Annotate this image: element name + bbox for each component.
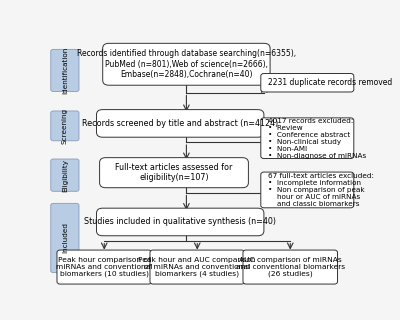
Text: Screening: Screening — [62, 108, 68, 144]
FancyBboxPatch shape — [261, 118, 354, 158]
Text: AUC comparison of miRNAs
and conventional biomarkers
(26 studies): AUC comparison of miRNAs and conventiona… — [236, 257, 345, 277]
FancyBboxPatch shape — [51, 204, 79, 273]
Text: 67 full-text articles excluded:
•  Incomplete information
•  Non comparison of p: 67 full-text articles excluded: • Incomp… — [268, 173, 374, 207]
FancyBboxPatch shape — [100, 158, 248, 188]
FancyBboxPatch shape — [96, 110, 264, 137]
Text: 4017 records excluded:
•  Review
•  Conference abstract
•  Non-clinical study
• : 4017 records excluded: • Review • Confer… — [268, 118, 366, 159]
Text: Eligibility: Eligibility — [62, 159, 68, 192]
Text: Records screened by title and abstract (n=4124): Records screened by title and abstract (… — [82, 119, 278, 128]
FancyBboxPatch shape — [51, 111, 79, 141]
FancyBboxPatch shape — [103, 43, 270, 85]
Text: Full-text articles assessed for
eligibility(n=107): Full-text articles assessed for eligibil… — [115, 163, 233, 182]
Text: 2231 duplicate records removed: 2231 duplicate records removed — [268, 78, 392, 87]
FancyBboxPatch shape — [51, 49, 79, 92]
FancyBboxPatch shape — [96, 208, 264, 236]
Text: Included: Included — [62, 222, 68, 253]
Text: Studies included in qualitative synthesis (n=40): Studies included in qualitative synthesi… — [84, 218, 276, 227]
FancyBboxPatch shape — [261, 74, 354, 92]
FancyBboxPatch shape — [150, 250, 244, 284]
FancyBboxPatch shape — [243, 250, 338, 284]
FancyBboxPatch shape — [261, 172, 354, 208]
Text: Peak hour comparison of
miRNAs and conventional
biomarkers (10 studies): Peak hour comparison of miRNAs and conve… — [56, 257, 152, 277]
Text: Records identified through database searching(n=6355),
PubMed (n=801),Web of sci: Records identified through database sear… — [77, 49, 296, 79]
Text: Identification: Identification — [62, 47, 68, 94]
Text: Peak hour and AUC comparison
of miRNAs and conventional
biomarkers (4 studies): Peak hour and AUC comparison of miRNAs a… — [138, 257, 256, 277]
FancyBboxPatch shape — [51, 159, 79, 191]
FancyBboxPatch shape — [57, 250, 152, 284]
